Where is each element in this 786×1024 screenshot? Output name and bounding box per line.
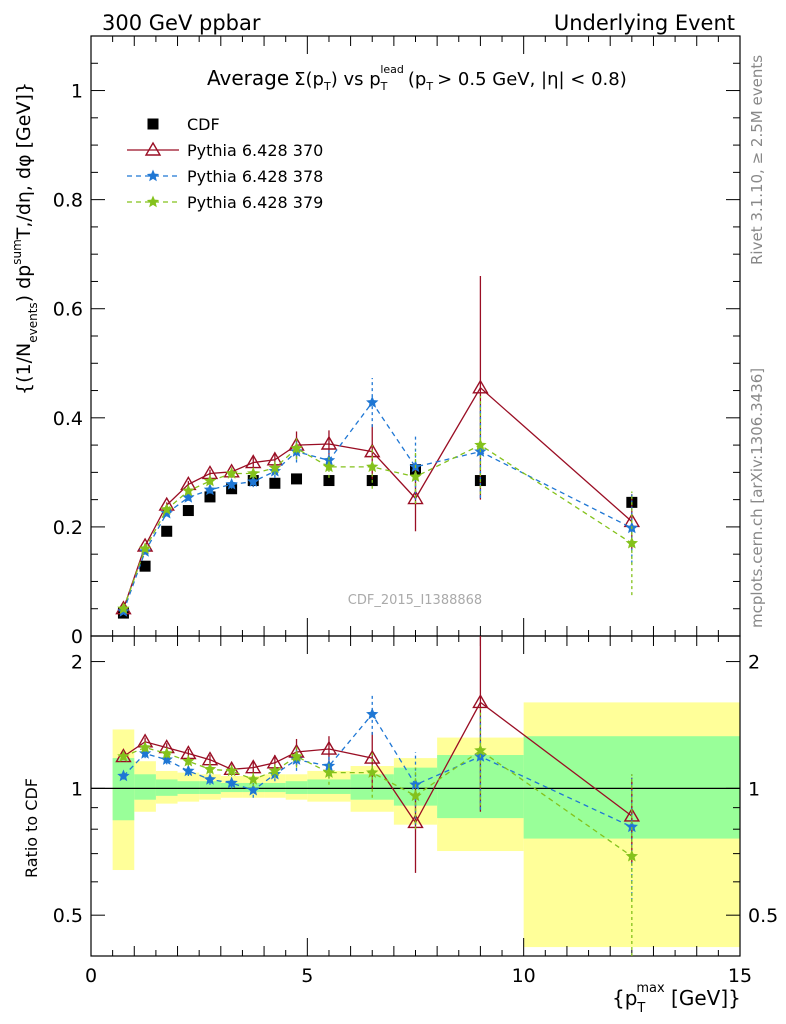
legend-label: Pythia 6.428 378	[187, 167, 323, 186]
analysis-watermark: CDF_2015_I1388868	[348, 593, 482, 608]
uncertainty-band-green	[286, 781, 308, 794]
legend-label: CDF	[187, 115, 220, 134]
uncertainty-band-green	[178, 781, 200, 794]
legend-label: Pythia 6.428 370	[187, 141, 323, 160]
main-title: Average Σ(pT) vs pTlead (pT > 0.5 GeV, |η| …	[207, 63, 627, 93]
data-point	[269, 478, 280, 489]
data-point	[291, 473, 302, 484]
legend-marker	[147, 196, 159, 208]
uncertainty-band-green	[156, 779, 178, 795]
y-tick-label: 0	[71, 626, 83, 648]
rivet-label: Rivet 3.1.10, ≥ 2.5M events	[748, 55, 766, 265]
main-y-label: {(1/Nevents) dpsumT,/dη, dφ [GeV]}	[10, 82, 40, 395]
y-tick-label: 0.6	[53, 299, 83, 321]
uncertainty-band-green	[264, 783, 286, 792]
x-tick-label: 5	[301, 965, 313, 987]
plot-canvas: 300 GeV ppbar Underlying Event Rivet 3.1…	[0, 0, 786, 1024]
uncertainty-band-green	[307, 779, 350, 793]
y-tick-label: 0.8	[53, 190, 83, 212]
legend-marker	[146, 143, 160, 155]
series-3	[117, 396, 638, 614]
y-tick-label-right: 2	[748, 652, 760, 674]
series-1	[116, 276, 638, 614]
y-tick-label: 1	[71, 81, 83, 103]
data-point	[366, 396, 378, 408]
uncertainty-band-green	[134, 774, 156, 799]
ratio-y-label: Ratio to CDF	[22, 778, 41, 878]
data-point	[161, 526, 172, 537]
data-point	[140, 561, 151, 572]
ratio-plot: 0.5 0.5 1 1 2 2 0 5 10 15	[53, 636, 778, 987]
data-point	[183, 505, 194, 516]
x-axis-label: {pTmax [GeV]}	[612, 981, 741, 1016]
y-tick-label-right: 0.5	[748, 905, 778, 927]
mcplots-label: mcplots.cern.ch [arXiv:1306.3436]	[748, 368, 766, 628]
series-line	[124, 403, 632, 612]
legend-label: Pythia 6.428 379	[187, 193, 323, 212]
legend-marker	[148, 119, 159, 130]
legend: CDF Pythia 6.428 370 Pythia 6.428 378 Pythi…	[127, 115, 323, 212]
ratio-point	[366, 708, 378, 720]
x-tick-label: 0	[85, 965, 97, 987]
y-tick-label: 2	[71, 652, 83, 674]
header-right: Underlying Event	[554, 11, 735, 35]
y-tick-label: 0.2	[53, 517, 83, 539]
y-tick-label: 0.4	[53, 408, 83, 430]
y-tick-label: 0.5	[53, 905, 83, 927]
x-tick-label: 10	[512, 965, 536, 987]
x-tick-label: 15	[728, 965, 752, 987]
header-left: 300 GeV ppbar	[102, 11, 261, 35]
series-line	[124, 388, 632, 609]
y-tick-label-right: 1	[748, 778, 760, 800]
y-tick-label: 1	[71, 778, 83, 800]
legend-marker	[147, 170, 159, 182]
series-line	[124, 445, 632, 609]
